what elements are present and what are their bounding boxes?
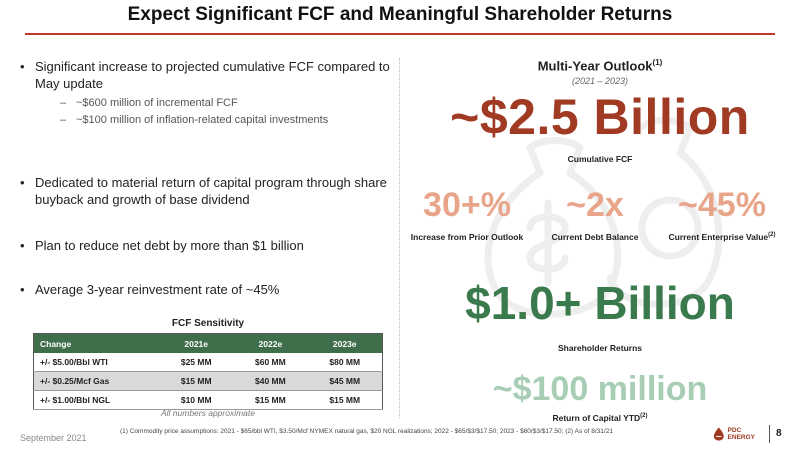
return-of-capital-footnote: (2) — [640, 413, 648, 420]
table-cell: $10 MM — [159, 390, 234, 410]
shareholder-returns-value: $1.0+ Billion — [465, 277, 735, 329]
cumulative-fcf-value: ~$2.5 Billion — [450, 89, 750, 145]
bullet-return-of-capital: Dedicated to material return of capital … — [18, 174, 390, 208]
table-cell: $15 MM — [233, 390, 308, 410]
table-header-row: Change 2021e 2022e 2023e — [33, 333, 383, 353]
money-bags-illustration — [484, 117, 723, 318]
outlook-title: Multi-Year Outlook(1) — [400, 58, 800, 73]
table-row: +/- $5.00/Bbl WTI $25 MM $60 MM $80 MM — [33, 353, 383, 372]
sensitivity-note: All numbers approximate — [160, 408, 255, 418]
title-underline — [25, 33, 775, 35]
slide-title: Expect Significant FCF and Meaningful Sh… — [127, 4, 673, 25]
table-cell: $15 MM — [307, 390, 383, 410]
sub-bullet-incremental-fcf: ~$600 million of incremental FCF — [60, 96, 238, 110]
bullet-fcf-increase: Significant increase to projected cumula… — [18, 58, 390, 92]
table-row: +/- $0.25/Mcf Gas $15 MM $40 MM $45 MM — [33, 371, 383, 391]
shareholder-returns-caption: Shareholder Returns — [557, 343, 643, 353]
table-cell: $15 MM — [159, 371, 234, 391]
stat-debt-balance-caption: Current Debt Balance — [551, 232, 639, 242]
footer-footnote: (1) Commodity price assumptions: 2021 - … — [120, 428, 613, 435]
column-header: Change — [33, 333, 160, 353]
stat-enterprise-value-footnote: (2) — [768, 232, 776, 239]
sensitivity-title: FCF Sensitivity — [171, 318, 245, 329]
table-cell: +/- $0.25/Mcf Gas — [33, 371, 160, 391]
table-cell: $80 MM — [307, 353, 383, 372]
bullet-reduce-debt: Plan to reduce net debt by more than $1 … — [18, 237, 390, 254]
page-number: 8 — [776, 428, 782, 439]
column-header: 2021e — [159, 333, 234, 353]
table-row: +/- $1.00/Bbl NGL $10 MM $15 MM $15 MM — [33, 390, 383, 410]
cumulative-fcf-caption: Cumulative FCF — [567, 154, 633, 164]
stat-prior-outlook-caption: Increase from Prior Outlook — [410, 232, 524, 242]
table-cell: $60 MM — [233, 353, 308, 372]
sensitivity-table: Change 2021e 2022e 2023e +/- $5.00/Bbl W… — [33, 333, 383, 410]
column-divider — [399, 58, 400, 418]
page-number-separator — [769, 425, 770, 443]
stat-debt-balance-value: ~2x — [566, 186, 624, 224]
outlook-range: (2021 – 2023) — [571, 76, 629, 86]
company-logo: PDC ENERGY — [713, 421, 755, 447]
logo-drop-icon — [713, 427, 724, 441]
stat-enterprise-value-caption-text: Current Enterprise Value — [668, 232, 769, 242]
logo-text-line-2: ENERGY — [727, 434, 755, 441]
table-cell: $45 MM — [307, 371, 383, 391]
return-of-capital-value: ~$100 million — [492, 370, 708, 408]
return-of-capital-caption: Return of Capital YTD(2) — [400, 413, 800, 423]
column-header: 2023e — [307, 333, 383, 353]
sub-bullet-inflation-capital: ~$100 million of inflation-related capit… — [60, 113, 328, 127]
table-cell: $25 MM — [159, 353, 234, 372]
stat-enterprise-value-caption: Current Enterprise Value(2) — [652, 232, 792, 242]
bullet-reinvestment-rate: Average 3-year reinvestment rate of ~45% — [18, 281, 390, 298]
stat-prior-outlook-value: 30+% — [423, 186, 511, 224]
stat-enterprise-value-value: ~45% — [678, 186, 766, 224]
table-cell: $40 MM — [233, 371, 308, 391]
table-cell: +/- $1.00/Bbl NGL — [33, 390, 160, 410]
logo-text-line-1: PDC — [727, 427, 742, 434]
outlook-title-footnote: (1) — [652, 58, 663, 67]
table-cell: +/- $5.00/Bbl WTI — [33, 353, 160, 372]
return-of-capital-caption-text: Return of Capital YTD — [552, 413, 641, 423]
logo-text: PDC ENERGY — [728, 427, 755, 441]
footer-date: September 2021 — [20, 433, 87, 443]
outlook-title-text: Multi-Year Outlook — [537, 58, 653, 74]
column-header: 2022e — [233, 333, 308, 353]
